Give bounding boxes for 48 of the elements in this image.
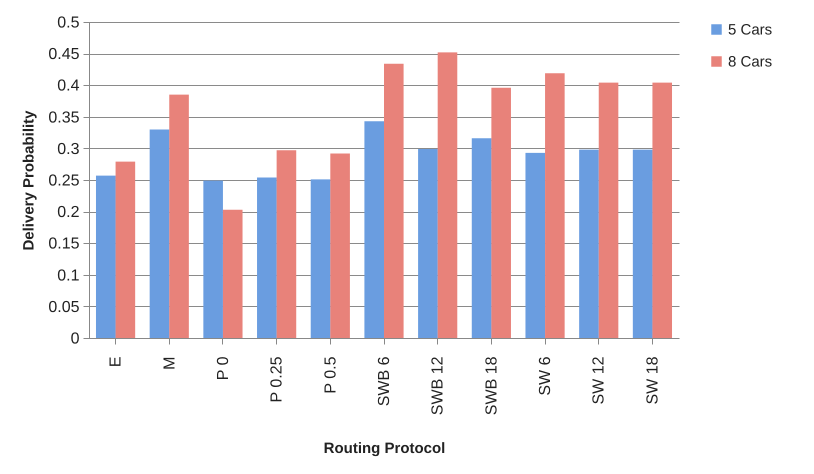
bar <box>116 162 136 338</box>
bar <box>169 94 189 338</box>
bar <box>491 88 511 338</box>
y-tick-label: 0.4 <box>57 78 80 95</box>
x-tick-label: P 0.5 <box>322 356 340 394</box>
bar <box>652 82 672 338</box>
bar <box>438 52 458 338</box>
y-tick-label: 0.15 <box>48 236 80 253</box>
bar <box>150 129 170 338</box>
x-tick-label: SW 6 <box>537 356 554 396</box>
y-tick-label: 0.45 <box>48 46 80 64</box>
bar <box>579 150 599 338</box>
legend-label: 5 Cars <box>728 22 772 38</box>
y-tick-label: 0 <box>70 330 80 348</box>
bar <box>598 82 618 338</box>
y-tick-label: 0.25 <box>48 172 80 190</box>
y-axis-title: Delivery Probability <box>20 110 38 251</box>
x-tick-label: SW 12 <box>590 356 608 405</box>
bar <box>472 138 492 338</box>
bar <box>632 150 652 338</box>
bar <box>364 121 384 338</box>
y-tick-label: 0.5 <box>57 14 80 32</box>
x-tick-label: SWB 12 <box>430 356 447 416</box>
bar <box>96 176 116 338</box>
bar <box>525 152 546 338</box>
bar <box>222 210 243 338</box>
legend-label: 8 Cars <box>728 54 772 70</box>
y-tick-label: 0.35 <box>48 109 80 126</box>
bar <box>203 180 223 338</box>
bar <box>310 179 330 338</box>
bar <box>330 153 350 338</box>
y-tick-label: 0.2 <box>57 204 80 222</box>
x-tick-label: M <box>161 356 178 370</box>
x-tick-label: P 0.25 <box>268 356 286 402</box>
x-tick-label: P 0 <box>214 356 232 380</box>
x-tick-label: E <box>108 356 125 368</box>
bar <box>257 177 277 338</box>
y-tick-label: 0.1 <box>57 267 80 284</box>
x-axis-title: Routing Protocol <box>324 440 446 458</box>
y-tick-label: 0.3 <box>57 140 80 158</box>
bar <box>418 149 438 338</box>
x-tick-label: SW 18 <box>644 356 662 405</box>
bar <box>384 64 404 338</box>
x-tick-label: SWB 18 <box>483 356 500 416</box>
bar <box>276 150 296 338</box>
bar <box>545 73 565 338</box>
x-tick-label: SWB 6 <box>376 356 393 406</box>
y-tick-label: 0.05 <box>48 298 80 316</box>
